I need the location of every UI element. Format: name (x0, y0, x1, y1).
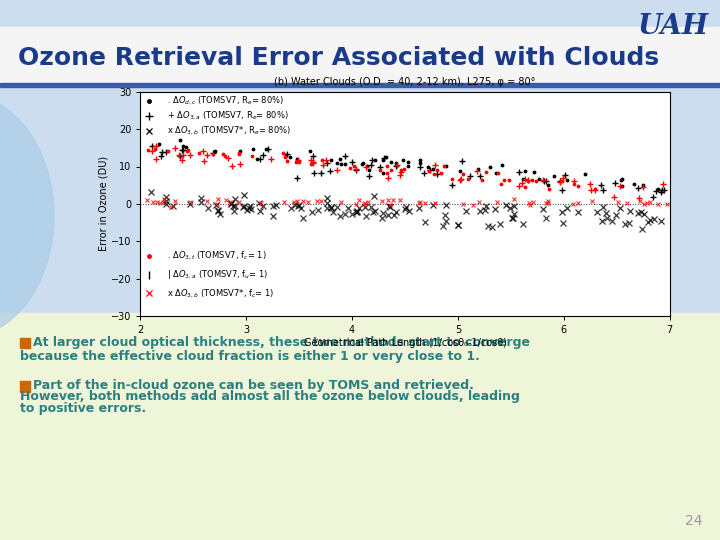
Bar (20, 381, 30, 392)
Text: At larger cloud optical thickness, these two methods start to converge: At larger cloud optical thickness, these… (33, 336, 530, 349)
Text: because the effective cloud fraction is either 1 or very close to 1.: because the effective cloud fraction is … (20, 350, 480, 363)
Text: UAH: UAH (638, 14, 709, 40)
Text: x $\Delta O_{3,b}$ (TOMSV7*, R$_e$= 80%): x $\Delta O_{3,b}$ (TOMSV7*, R$_e$= 80%) (167, 125, 291, 137)
Y-axis label: Error in Ozone (DU): Error in Ozone (DU) (98, 156, 108, 252)
Bar (20, 338, 30, 348)
Text: + $\Delta O_{3,a}$ (TOMSV7, R$_e$= 80%): + $\Delta O_{3,a}$ (TOMSV7, R$_e$= 80%) (167, 110, 289, 122)
Bar (0, 0, 720, 313)
Bar (0, 83, 720, 87)
Text: (b) Water Clouds (O.D. = 40, 2-12 km), L275, φ = 80°: (b) Water Clouds (O.D. = 40, 2-12 km), L… (274, 77, 536, 87)
Text: . $\Delta O_{3,t}$ (TOMSV7, f$_c$= 1): . $\Delta O_{3,t}$ (TOMSV7, f$_c$= 1) (167, 250, 266, 262)
Bar (0, 313, 720, 540)
Text: x $\Delta O_{3,b}$ (TOMSV7*, f$_c$= 1): x $\Delta O_{3,b}$ (TOMSV7*, f$_c$= 1) (167, 287, 274, 300)
Ellipse shape (0, 94, 54, 338)
Text: However, both methods add almost all the ozone below clouds, leading: However, both methods add almost all the… (20, 390, 520, 403)
Text: to positive errors.: to positive errors. (20, 402, 146, 415)
Text: Ozone Retrieval Error Associated with Clouds: Ozone Retrieval Error Associated with Cl… (18, 46, 659, 70)
Text: | $\Delta O_{3,a}$ (TOMSV7, f$_u$= 1): | $\Delta O_{3,a}$ (TOMSV7, f$_u$= 1) (167, 268, 269, 281)
Bar (0, 27, 720, 84)
X-axis label: Geometrical Path Length (1/cosθ₀-1/cosθ): Geometrical Path Length (1/cosθ₀-1/cosθ) (304, 338, 506, 348)
Text: Part of the in-cloud ozone can be seen by TOMS and retrieved.: Part of the in-cloud ozone can be seen b… (33, 379, 474, 392)
Text: 24: 24 (685, 514, 702, 528)
Text: . $\Delta O_{d,c}$ (TOMSV7, R$_e$= 80%): . $\Delta O_{d,c}$ (TOMSV7, R$_e$= 80%) (167, 95, 284, 107)
